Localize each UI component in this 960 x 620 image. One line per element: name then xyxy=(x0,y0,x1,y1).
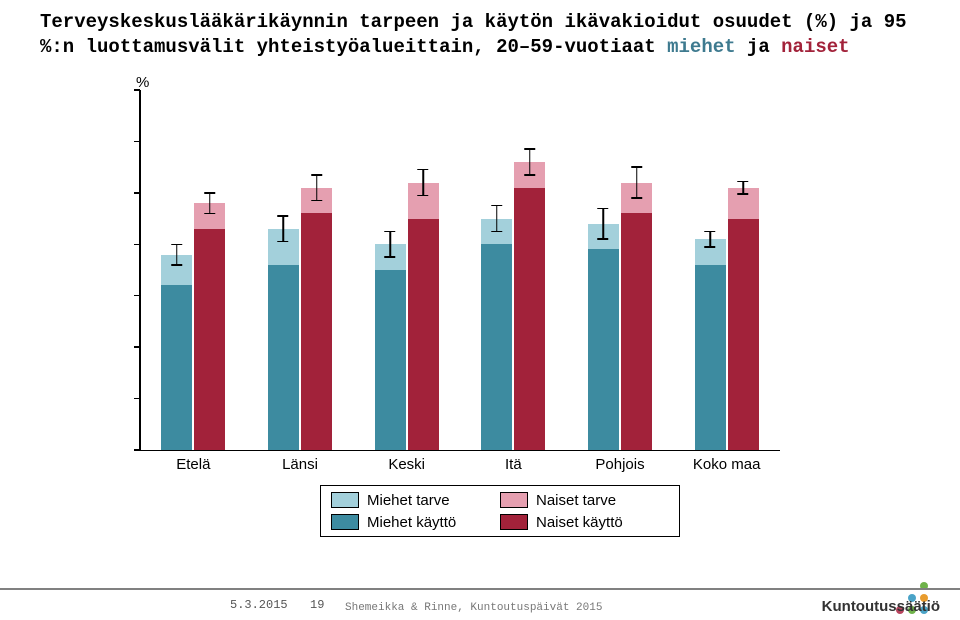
legend-label: Naiset tarve xyxy=(536,492,616,509)
error-bar xyxy=(283,216,285,242)
x-tick-label: Pohjois xyxy=(595,456,644,473)
x-tick-label: Länsi xyxy=(282,456,318,473)
error-bar xyxy=(422,170,424,196)
bar-naiset-kaytto xyxy=(301,213,332,450)
legend-item: Miehet käyttö xyxy=(331,514,500,531)
x-tick-label: Koko maa xyxy=(693,456,761,473)
legend-label: Miehet tarve xyxy=(367,492,450,509)
legend-label: Naiset käyttö xyxy=(536,514,623,531)
plot-area: 010203040506070 xyxy=(140,90,780,451)
footer-page: 19 xyxy=(310,598,324,612)
error-bar xyxy=(316,175,318,201)
error-bar xyxy=(742,182,744,194)
bar-miehet-kaytto xyxy=(695,265,726,450)
chart: % 010203040506070 Miehet tarve Naiset ta… xyxy=(80,80,800,500)
bar-naiset-kaytto xyxy=(514,188,545,450)
error-bar xyxy=(176,244,178,265)
x-tick-label: Itä xyxy=(505,456,522,473)
legend-swatch xyxy=(500,492,528,508)
bar-naiset-kaytto xyxy=(194,229,225,450)
bar-miehet-kaytto xyxy=(375,270,406,450)
bar-miehet-kaytto xyxy=(481,244,512,450)
bar-miehet-kaytto xyxy=(161,285,192,450)
legend-item: Naiset käyttö xyxy=(500,514,669,531)
legend-swatch xyxy=(500,514,528,530)
title-naiset: naiset xyxy=(781,36,849,58)
error-bar xyxy=(529,149,531,175)
footer-logo: Kuntoutussäätiö xyxy=(822,598,940,615)
footer-line xyxy=(0,588,960,590)
error-bar xyxy=(496,206,498,232)
title-joiner: ja xyxy=(736,36,782,58)
page-title: Terveyskeskuslääkärikäynnin tarpeen ja k… xyxy=(40,10,920,59)
legend-label: Miehet käyttö xyxy=(367,514,456,531)
legend-swatch xyxy=(331,492,359,508)
footer: 5.3.2015 19 Shemeikka & Rinne, Kuntoutus… xyxy=(0,588,960,620)
bar-naiset-kaytto xyxy=(728,219,759,450)
footer-date: 5.3.2015 xyxy=(230,598,288,612)
bar-miehet-kaytto xyxy=(588,249,619,450)
legend: Miehet tarve Naiset tarve Miehet käyttö … xyxy=(320,485,680,537)
legend-item: Miehet tarve xyxy=(331,492,500,509)
bar-miehet-kaytto xyxy=(268,265,299,450)
error-bar xyxy=(709,231,711,246)
legend-item: Naiset tarve xyxy=(500,492,669,509)
title-miehet: miehet xyxy=(667,36,735,58)
error-bar xyxy=(603,208,605,239)
error-bar xyxy=(209,193,211,214)
x-tick-label: Keski xyxy=(388,456,425,473)
y-axis-line xyxy=(139,90,141,450)
footer-credit: Shemeikka & Rinne, Kuntoutuspäivät 2015 xyxy=(345,602,602,614)
bar-naiset-kaytto xyxy=(621,213,652,450)
x-tick-label: Etelä xyxy=(176,456,210,473)
error-bar xyxy=(389,231,391,257)
error-bar xyxy=(636,167,638,198)
bar-naiset-kaytto xyxy=(408,219,439,450)
legend-swatch xyxy=(331,514,359,530)
